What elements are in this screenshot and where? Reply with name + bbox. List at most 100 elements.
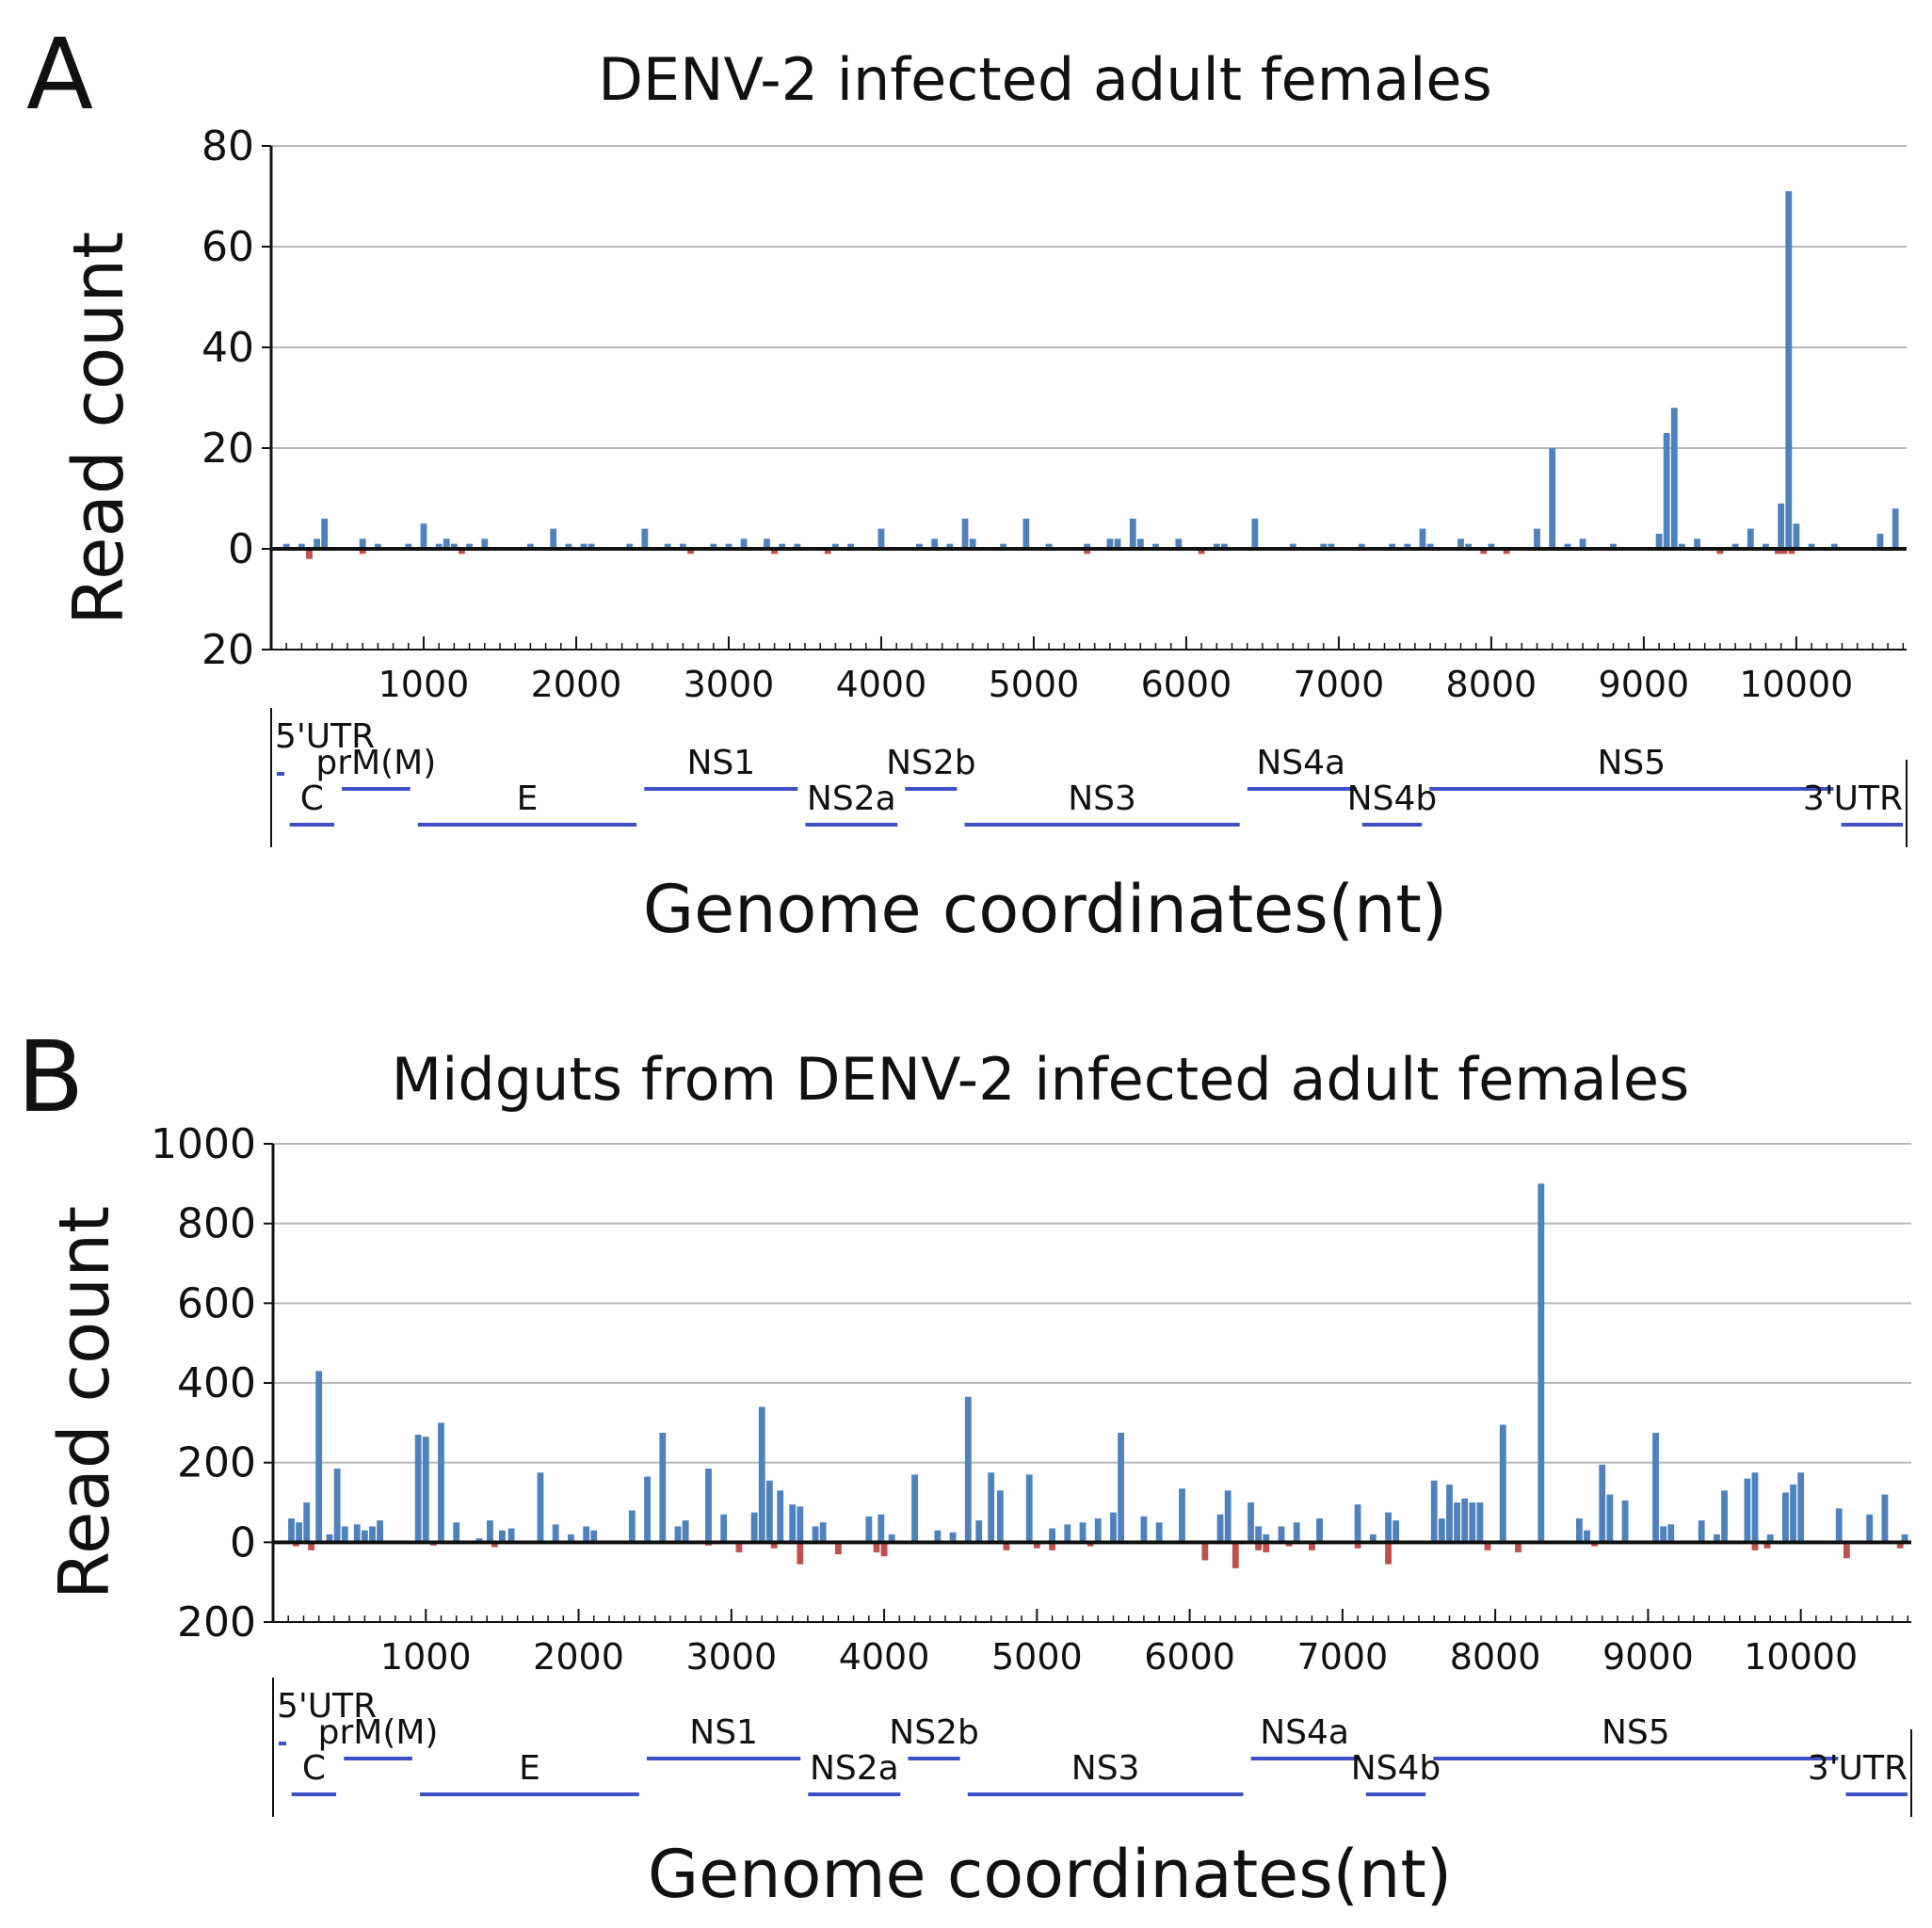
positive-bar-b [1025,1474,1033,1543]
x-minor-ticks-b [287,1615,1909,1622]
positive-bar-a [961,518,969,549]
positive-bar-b [1866,1514,1874,1543]
positive-bar-a [1747,528,1754,549]
x-axis-label-a: Genome coordinates(nt) [643,871,1447,948]
x-tick-label-b: 9000 [1602,1636,1694,1678]
positive-bar-b [877,1514,885,1543]
positive-bar-b [1079,1522,1087,1543]
positive-bar-b [1385,1512,1392,1543]
positive-bar-a [1785,191,1793,549]
negative-bar-a [824,549,831,554]
positive-bar-a [1655,533,1663,549]
positive-bar-a [1419,528,1426,549]
negative-bar-b [880,1542,888,1557]
positive-bar-b [1599,1464,1606,1543]
negative-bar-b [1515,1542,1521,1552]
positive-bar-a [1892,508,1899,549]
positive-bar-b [705,1469,712,1543]
gene-label-b: NS4b [1351,1749,1441,1788]
x-tick-label-a: 5000 [989,664,1080,705]
positive-bar-b [720,1514,728,1543]
positive-bar-a [526,543,534,549]
positive-bar-b [975,1520,983,1543]
positive-bar-b [438,1422,444,1543]
positive-bar-a [779,543,786,549]
gridlines-b [273,1143,1911,1464]
positive-bar-b [315,1371,323,1543]
negative-bar-b [1751,1542,1759,1550]
positive-bar-a [1221,543,1228,549]
negative-bar-a [1198,549,1205,554]
gene-label-b: NS1 [689,1713,758,1752]
bars-a [282,191,1899,559]
positive-bar-b [1446,1484,1453,1543]
positive-bar-a [847,543,854,549]
positive-bar-b [1714,1534,1720,1543]
positive-bar-b [326,1534,333,1543]
positive-bar-b [1354,1504,1361,1543]
positive-bar-b [1438,1518,1445,1543]
negative-bar-a [1084,549,1091,554]
y-axis-label-b: Read count [44,1206,125,1599]
negative-bar-b [308,1542,314,1550]
positive-bar-b [377,1520,383,1543]
positive-bar-b [1454,1502,1460,1543]
x-tick-label-a: 4000 [836,664,927,705]
positive-bar-a [1213,543,1220,549]
negative-bar-b [1049,1542,1055,1550]
positive-bar-b [888,1534,895,1543]
y-tick-label-a: 20 [201,425,254,473]
x-tick-label-a: 7000 [1294,664,1385,705]
panel-letter-a: A [26,17,93,132]
y-tick-label-a: 20 [201,626,254,674]
positive-bar-b [1575,1518,1583,1543]
positive-bar-b [1790,1484,1796,1543]
positive-bar-a [1808,543,1815,549]
positive-bar-b [911,1474,918,1543]
negative-bar-b [1591,1542,1599,1547]
negative-bar-a [359,549,366,554]
x-tick-label-a: 9000 [1599,664,1690,705]
positive-bar-a [1022,518,1030,549]
y-tick-label-b: 200 [177,1439,256,1487]
gridlines-a [271,145,1907,449]
positive-bar-b [1744,1478,1751,1543]
positive-bar-a [282,543,290,549]
positive-bar-a [626,543,634,549]
positive-bar-b [341,1526,348,1543]
bars-b [288,1183,1908,1568]
positive-bar-a [405,543,412,549]
positive-bar-b [674,1526,682,1543]
positive-bar-b [1698,1520,1705,1543]
positive-bar-a [1579,538,1586,549]
negative-bar-a [1775,549,1781,554]
positive-bar-a [794,543,801,549]
positive-bar-a [550,528,557,549]
positive-bar-a [580,543,588,549]
gene-label-a: NS1 [686,744,755,782]
positive-bar-b [644,1476,651,1543]
positive-bar-b [1721,1490,1728,1543]
positive-bar-b [797,1506,804,1543]
chart-title-a: DENV-2 infected adult females [598,45,1492,114]
positive-bar-b [949,1532,957,1543]
positive-bar-b [1110,1512,1117,1543]
positive-bar-a [679,543,686,549]
positive-bar-a [1129,518,1136,549]
positive-bar-b [453,1522,460,1543]
negative-bar-a [771,549,778,554]
positive-bar-b [422,1437,429,1543]
negative-bar-b [1003,1542,1010,1550]
positive-bar-b [1064,1524,1071,1543]
positive-bar-a [1793,523,1800,549]
positive-bar-b [750,1512,758,1543]
positive-bar-a [1549,448,1556,549]
positive-bar-b [964,1396,972,1543]
positive-bar-a [1389,543,1396,549]
x-tick-label-b: 5000 [991,1636,1083,1678]
gene-label-b: E [519,1749,540,1788]
positive-bar-b [1469,1502,1476,1543]
positive-bar-a [740,538,748,549]
positive-bar-b [487,1520,493,1543]
